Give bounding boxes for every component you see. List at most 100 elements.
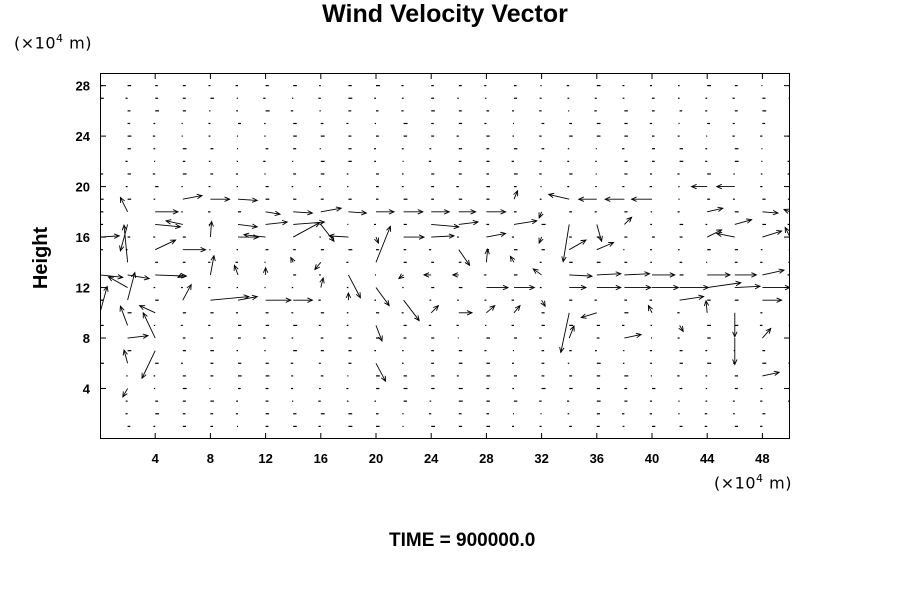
wind-vector (348, 210, 368, 216)
wind-vector (734, 272, 758, 278)
wind-vector (514, 284, 536, 291)
wind-vector (458, 209, 477, 215)
wind-vector (141, 350, 156, 380)
wind-vector (568, 239, 587, 251)
wind-vector (265, 210, 282, 217)
wind-vector (122, 388, 128, 398)
y-tick-label: 28 (76, 79, 90, 94)
wind-vector (647, 304, 653, 313)
wind-vector (690, 183, 708, 190)
wind-vector (451, 272, 459, 278)
wind-vector (486, 284, 510, 291)
wind-vector (431, 209, 451, 215)
wind-vector (532, 268, 542, 276)
y-axis-unit: (×104 m) (14, 32, 92, 52)
x-tick-label: 16 (314, 451, 328, 466)
wind-vector (208, 220, 214, 238)
wind-vector (678, 325, 684, 333)
wind-vector (509, 255, 516, 263)
wind-vector (119, 196, 129, 213)
x-tick-label: 36 (590, 451, 604, 466)
wind-vector (155, 223, 182, 230)
wind-vector (715, 231, 735, 238)
wind-vector (762, 370, 781, 377)
wind-vector (100, 233, 121, 239)
wind-vector (789, 287, 790, 288)
wind-vector (707, 206, 724, 213)
wind-vector (486, 209, 507, 215)
wind-vector (345, 291, 352, 301)
wind-vector (547, 192, 570, 200)
wind-vector (265, 297, 292, 303)
wind-vector (486, 231, 507, 238)
wind-vector (127, 271, 137, 301)
wind-vector (376, 209, 396, 215)
wind-vector (624, 271, 651, 277)
x-tick-label: 48 (755, 451, 769, 466)
x-tick-label: 12 (258, 451, 272, 466)
wind-vector (127, 333, 150, 339)
wind-vector (314, 262, 322, 271)
x-tick-label: 24 (424, 451, 439, 466)
time-label: TIME = 900000.0 (389, 530, 536, 551)
wind-vector (237, 294, 259, 301)
wind-vector (458, 249, 471, 267)
wind-vector (119, 305, 129, 326)
wind-vector (715, 183, 735, 190)
wind-vector (403, 209, 424, 215)
y-tick-label: 4 (83, 382, 91, 397)
wind-vector (100, 274, 124, 280)
wind-vector (596, 241, 615, 251)
x-tick-label: 4 (152, 451, 160, 466)
wind-vector (107, 276, 128, 288)
wind-vector (561, 224, 570, 263)
wind-vector (320, 206, 343, 213)
wind-vector (403, 299, 420, 322)
wind-vector (375, 325, 383, 343)
wind-vector (762, 229, 783, 238)
y-tick-label: 20 (76, 180, 90, 195)
wind-vector (486, 304, 496, 314)
y-tick-label: 12 (76, 281, 90, 296)
wind-vector (375, 225, 392, 263)
wind-vector (265, 219, 289, 226)
x-tick-label: 28 (479, 451, 493, 466)
wind-vector (762, 327, 772, 339)
wind-vector (293, 210, 314, 216)
y-unit-exponent: 4 (56, 32, 64, 45)
wind-vector (734, 218, 753, 225)
wind-vector (210, 196, 231, 202)
x-tick-label: 32 (534, 451, 548, 466)
wind-vector (127, 274, 151, 281)
wind-vector (100, 285, 109, 313)
wind-vector (630, 196, 652, 202)
wind-vector (430, 304, 440, 314)
wind-vector (596, 284, 622, 291)
chart-title: Wind Velocity Vector (322, 0, 568, 28)
wind-vector (293, 297, 314, 303)
y-tick-label: 16 (76, 230, 90, 245)
wind-vector (209, 254, 216, 276)
plot-frame (100, 73, 790, 439)
vector-layer (100, 85, 790, 427)
x-unit-exponent: 4 (756, 472, 764, 485)
wind-vector (182, 193, 204, 200)
wind-vector (569, 273, 594, 279)
wind-vector (732, 312, 738, 338)
wind-vector (624, 332, 643, 339)
x-tick-label: 40 (645, 451, 659, 466)
wind-vector (290, 256, 296, 264)
wind-vector (262, 266, 269, 275)
wind-vector (569, 284, 588, 291)
y-unit-prefix: (×10 (14, 33, 57, 53)
wind-vector (458, 220, 480, 226)
wind-vector (431, 223, 460, 230)
x-unit-suffix: m) (763, 473, 792, 493)
wind-vector (596, 271, 622, 277)
wind-vector (138, 305, 156, 314)
wind-vector (762, 268, 786, 276)
wind-vector (538, 211, 544, 219)
wind-vector (596, 224, 603, 243)
